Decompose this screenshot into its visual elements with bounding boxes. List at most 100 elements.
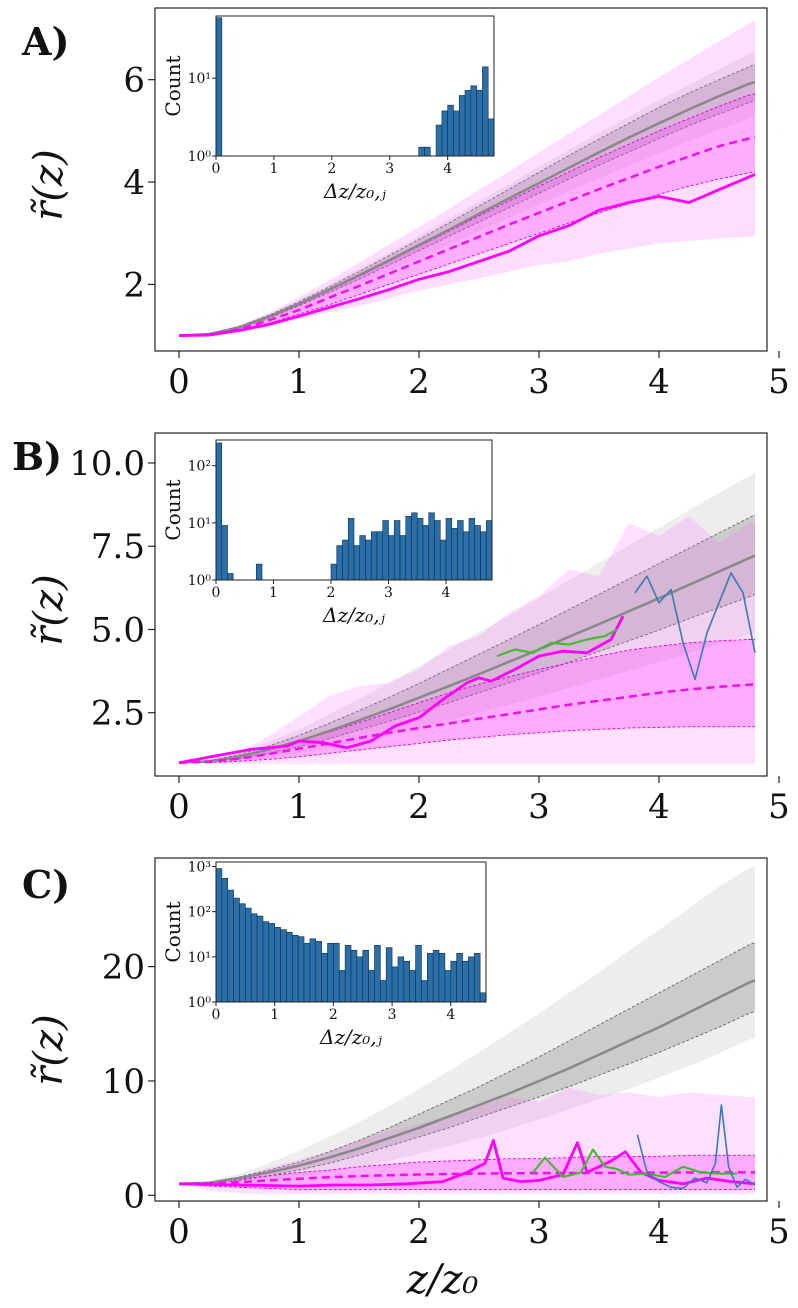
y-axis-label: r̃(z) <box>26 574 72 645</box>
x-tick-label: 0 <box>168 1212 190 1252</box>
histogram-bar <box>321 952 328 1003</box>
histogram-bar <box>353 545 361 581</box>
histogram-bar <box>297 936 305 1003</box>
histogram-bar <box>359 535 366 581</box>
series-blue-trajectory <box>636 1104 756 1190</box>
histogram-bar <box>380 980 387 1003</box>
histogram-bar <box>458 95 466 157</box>
histogram-bar <box>382 520 389 581</box>
inset-x-tick-label: 4 <box>446 1007 455 1023</box>
inset-frame <box>215 861 487 1003</box>
band-edge-lower <box>179 726 755 764</box>
y-tick-label: 7.5 <box>91 527 145 567</box>
band-edge-upper <box>178 1154 755 1185</box>
panel-c: 0 1 2 3 4 5 0 10 20 C) r̃(z) z/z₀ 0 1 2 3 4 10⁰ 10¹ 10² 10³ C… <box>22 857 790 1303</box>
histogram-bar <box>462 960 469 1003</box>
x-tick-label: 1 <box>288 362 310 402</box>
histogram-bar <box>338 970 346 1003</box>
histogram-bar <box>479 992 487 1003</box>
histogram-bar <box>487 118 495 157</box>
x-tick-label: 0 <box>168 787 190 827</box>
inset-x-tick-label: 4 <box>443 161 452 177</box>
inset-y-tick-label: 10¹ <box>188 950 211 966</box>
histogram-bar <box>474 525 481 581</box>
histogram-bar <box>280 929 287 1003</box>
histogram-bar <box>342 539 349 581</box>
x-tick-label: 0 <box>168 362 190 402</box>
series-green-trajectory <box>532 1148 737 1179</box>
histogram-bar <box>434 520 441 581</box>
x-axis-label: z/z₀ <box>406 1257 479 1303</box>
inset-y-tick-label: 10¹ <box>188 516 211 532</box>
histogram-bar <box>427 952 434 1003</box>
inset-x-tick-label: 0 <box>212 585 221 601</box>
histogram-bar <box>409 970 416 1003</box>
inset-y-tick-label: 10² <box>188 905 211 921</box>
histogram-bar <box>356 956 364 1003</box>
histogram-bar <box>309 938 317 1003</box>
inset-x-tick-label: 1 <box>270 1007 279 1023</box>
series-blue-trajectory <box>634 572 756 681</box>
series-gray-median <box>178 979 756 1186</box>
histogram-bar <box>344 945 352 1003</box>
histogram-bar <box>365 539 372 581</box>
x-tick-label: 3 <box>528 787 550 827</box>
histogram-bar <box>274 927 281 1003</box>
histogram-bar <box>362 949 369 1003</box>
inset-x-tick-label: 3 <box>385 161 394 177</box>
inset-y-tick-label: 10¹ <box>188 71 211 87</box>
band-edge-upper <box>178 93 756 337</box>
plot-area <box>178 473 756 765</box>
histogram-bar <box>350 949 358 1003</box>
inset-x-label: Δz/z₀,ⱼ <box>319 1025 383 1049</box>
histogram-bar <box>315 941 322 1003</box>
inset-x-tick-label: 1 <box>269 161 278 177</box>
histogram-bar <box>435 124 443 157</box>
histogram-bar <box>480 531 487 581</box>
inset-x-tick-label: 0 <box>212 161 221 177</box>
inset-x-tick-label: 0 <box>212 1007 221 1023</box>
inset-x-tick-label: 2 <box>327 161 336 177</box>
histogram-bar <box>388 535 395 581</box>
histogram-bar <box>447 104 454 157</box>
band-magenta-inner-band <box>179 94 755 336</box>
histogram-bar <box>255 563 263 581</box>
inset-y-label: Count <box>161 479 185 540</box>
histogram-bar <box>391 966 399 1003</box>
x-tick-label: 2 <box>408 1212 430 1252</box>
histogram-bar <box>453 110 460 157</box>
inset-frame <box>215 439 493 581</box>
histogram-bar <box>445 518 453 581</box>
inset-x-label: Δz/z₀,ⱼ <box>323 179 387 203</box>
band-edge-upper <box>178 942 756 1185</box>
inset-x-tick-label: 2 <box>329 1007 338 1023</box>
panel-b: 0 1 2 3 4 5 2.5 5.0 7.5 10.0B) r̃(z) 0 1 2 3 4 10⁰ 10¹ 10²… <box>12 432 790 827</box>
histogram-bar <box>415 945 422 1003</box>
band-edge-upper <box>178 63 756 337</box>
series-magenta-single-trajectory <box>178 173 756 337</box>
histogram-bar <box>432 949 440 1003</box>
inset-y-tick-label: 10³ <box>188 860 211 876</box>
y-tick-label: 10 <box>102 1062 145 1102</box>
histogram-bar <box>468 956 475 1003</box>
y-tick-label: 2 <box>123 265 145 305</box>
x-tick-label: 3 <box>528 362 550 402</box>
histogram-bar <box>370 531 378 581</box>
histogram-bar <box>438 952 446 1003</box>
histogram-bar <box>462 531 470 581</box>
histogram-bar <box>347 518 355 581</box>
band-gray-outer-band <box>179 866 755 1184</box>
series-magenta-trajectory <box>178 1139 756 1188</box>
histogram-bar <box>403 960 410 1003</box>
x-tick-label: 4 <box>648 362 670 402</box>
histogram-bar <box>221 877 229 1003</box>
histogram-bar <box>233 897 240 1003</box>
panel-label: C) <box>22 862 70 907</box>
series-magenta-dashed-median <box>178 683 756 764</box>
histogram-bar <box>330 563 338 581</box>
histogram-bar <box>286 931 293 1003</box>
histogram-bar <box>385 947 393 1003</box>
histogram-bar <box>256 915 264 1003</box>
